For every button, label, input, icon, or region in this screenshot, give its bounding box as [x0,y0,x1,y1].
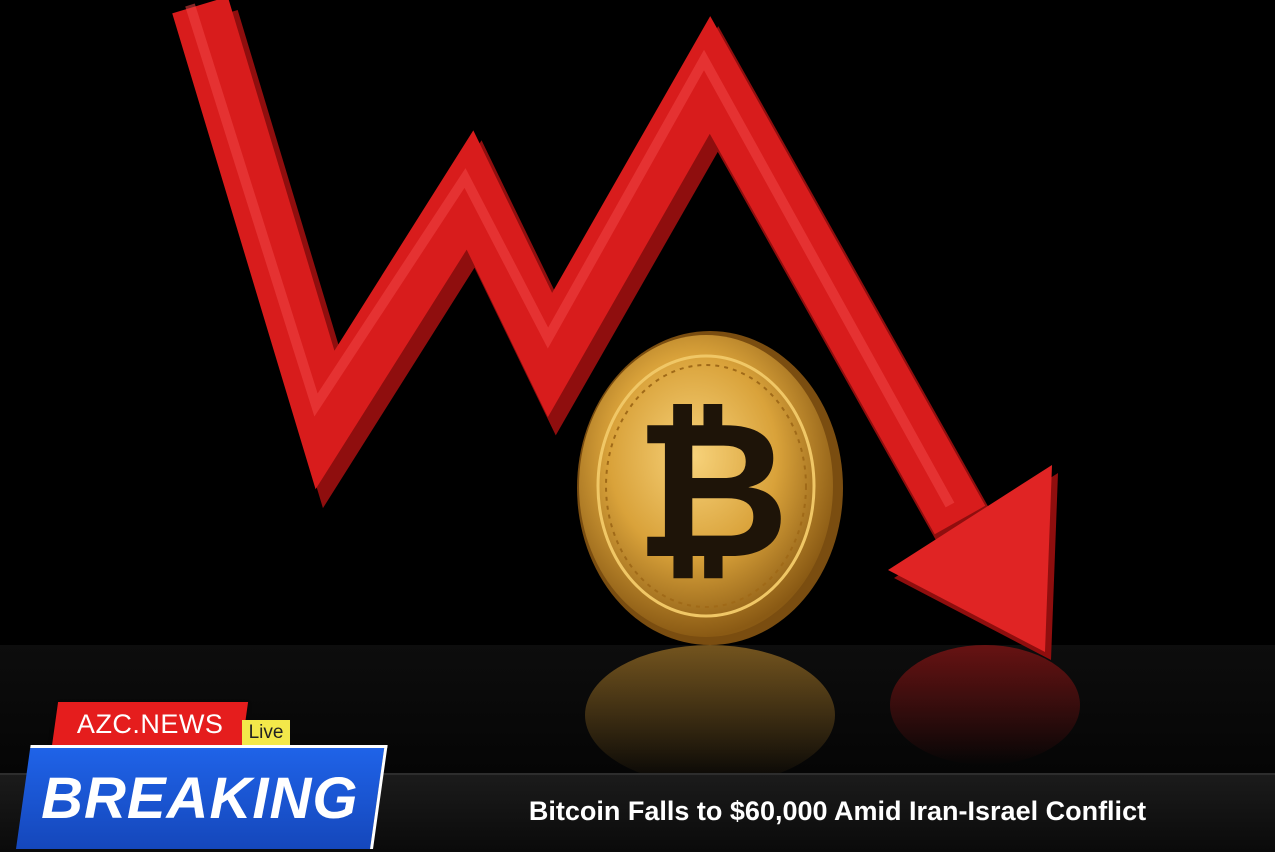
headline-text: Bitcoin Falls to $60,000 Amid Iran-Israe… [528,796,1147,826]
downtrend-arrow-icon [172,0,1058,660]
brand-name: AZC.NEWS [76,708,224,739]
coin-reflection [585,645,835,785]
breaking-label-box: BREAKING [16,745,388,849]
live-badge: Live [242,720,290,746]
live-label: Live [248,722,284,743]
brand-logo-tag: AZC.NEWS [51,702,249,746]
svg-text:₿: ₿ [635,380,790,601]
bitcoin-coin-icon: ₿ [577,331,843,645]
breaking-label: BREAKING [41,766,359,831]
arrow-reflection [890,645,1080,765]
